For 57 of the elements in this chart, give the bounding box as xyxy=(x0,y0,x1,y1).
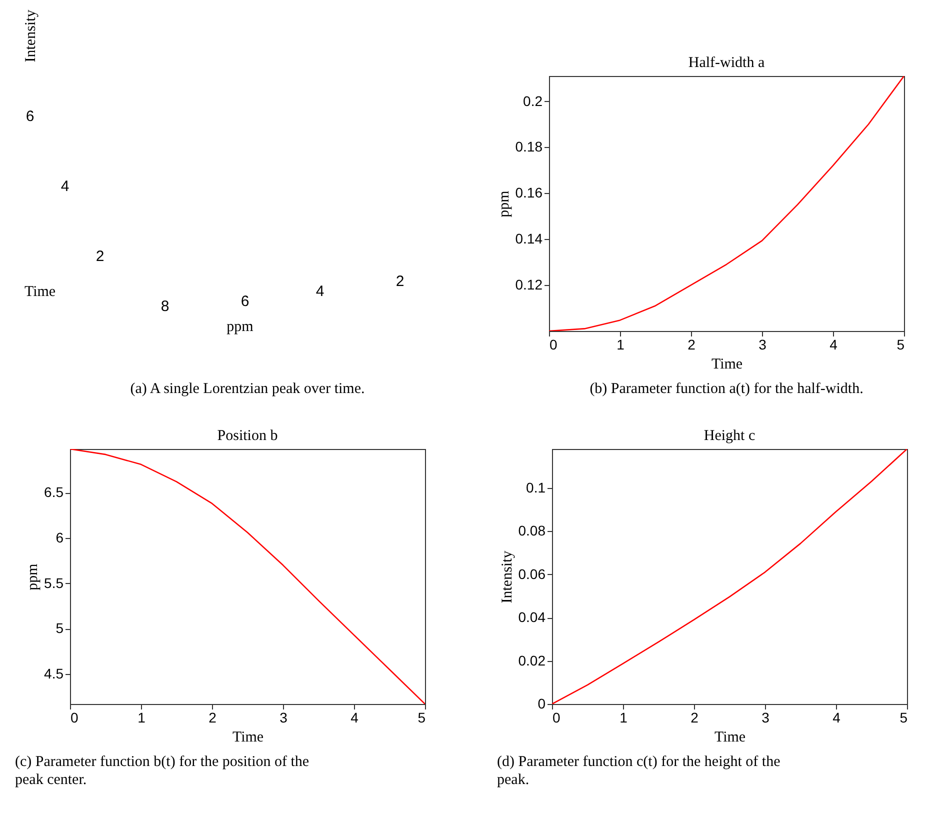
x-tick-label: 3 xyxy=(762,710,770,726)
text: 4 xyxy=(60,178,70,195)
y-tick-label: 0.2 xyxy=(523,92,543,109)
y-tick-label: 5 xyxy=(56,620,64,636)
x-tick-label: 0 xyxy=(550,336,558,352)
y-tick-label: 0.06 xyxy=(518,566,546,582)
text: 6 xyxy=(26,108,34,125)
x-tick-label: 4 xyxy=(830,336,838,352)
x-tick-label: 3 xyxy=(280,710,288,726)
text: (a) A single Lorentzian peak over time. xyxy=(130,381,365,397)
y-tick-label: 0 xyxy=(538,696,546,712)
y-tick-label: 0.1 xyxy=(526,479,546,496)
y-tick-label: 0.12 xyxy=(515,276,543,293)
y-tick-label: 0.14 xyxy=(515,230,543,247)
x-tick-label: 1 xyxy=(616,336,625,352)
y-tick-label: 6.5 xyxy=(44,484,64,500)
y-axis-title: ppm xyxy=(496,190,512,218)
x-axis-title: Time xyxy=(711,356,743,372)
x-tick-label: 0 xyxy=(70,710,78,726)
y-tick-label: 5.5 xyxy=(44,574,64,591)
text: 6 xyxy=(240,293,250,310)
x-tick-label: 5 xyxy=(418,710,426,726)
text: 4 xyxy=(316,283,324,300)
text: (d) Parameter function c(t) for the height of the peak. xyxy=(497,754,781,788)
x-tick-label: 4 xyxy=(832,710,841,726)
y-tick-label: 4.5 xyxy=(44,666,64,682)
x-tick-label: 0 xyxy=(552,710,560,726)
chart-title: Position b xyxy=(217,428,278,444)
x-axis-title: Time xyxy=(232,730,264,746)
y-tick-label: 6 xyxy=(56,529,64,546)
text: ppm xyxy=(226,319,254,335)
text: 8 xyxy=(160,298,170,315)
x-tick-label: 5 xyxy=(900,710,908,726)
x-tick-label: 2 xyxy=(688,336,696,352)
x-tick-label: 2 xyxy=(690,710,699,726)
x-tick-label: 4 xyxy=(350,710,359,726)
text: 2 xyxy=(96,248,104,265)
y-tick-label: 0.08 xyxy=(518,522,546,539)
chart-title: Height c xyxy=(704,428,756,444)
x-tick-label: 2 xyxy=(208,710,217,726)
text: (c) Parameter function b(t) for the position of the peak center. xyxy=(15,754,310,788)
y-tick-label: 0.02 xyxy=(518,652,546,668)
x-tick-label: 1 xyxy=(138,710,146,726)
x-tick-label: 3 xyxy=(758,336,767,352)
y-tick-label: 0.16 xyxy=(515,184,543,201)
x-tick-label: 5 xyxy=(896,336,905,352)
x-axis-title: Time xyxy=(714,730,746,746)
y-tick-label: 0.04 xyxy=(518,609,546,626)
text: (b) Parameter function a(t) for the half-width. xyxy=(590,381,864,397)
text: Intensity xyxy=(23,9,39,62)
text: 2 xyxy=(396,273,404,290)
y-tick-label: 0.18 xyxy=(515,138,543,155)
chart-title: Half-width a xyxy=(688,55,765,71)
y-axis-title: Intensity xyxy=(499,550,516,604)
x-tick-label: 1 xyxy=(620,710,628,726)
text: Time xyxy=(24,284,56,300)
y-axis-title: ppm xyxy=(25,563,42,590)
